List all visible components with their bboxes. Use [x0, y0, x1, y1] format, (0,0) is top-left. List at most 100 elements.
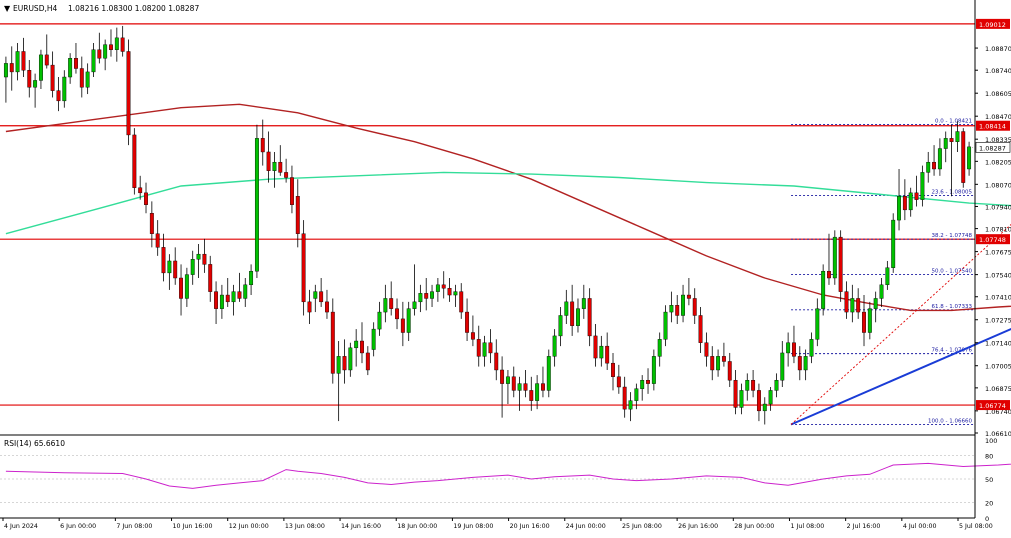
bear-candle [400, 318, 405, 333]
bear-candle [465, 311, 470, 333]
bull-candle [546, 356, 551, 391]
bull-candle [768, 390, 773, 405]
bear-candle [214, 291, 219, 309]
bear-candle [173, 260, 178, 279]
bear-candle [307, 301, 312, 313]
bear-candle [488, 342, 493, 354]
bear-candle [365, 352, 370, 371]
level-tag [976, 18, 1010, 29]
bull-candle [739, 390, 744, 408]
bear-candle [389, 298, 394, 309]
bear-candle [155, 233, 160, 248]
level-tag [976, 120, 1010, 131]
bull-candle [418, 293, 423, 303]
bull-candle [249, 270, 254, 286]
bear-candle [902, 196, 907, 211]
bull-candle [219, 294, 224, 309]
bull-candle [254, 138, 259, 272]
bull-candle [114, 37, 119, 50]
bull-candle [243, 284, 248, 299]
bull-candle [803, 356, 808, 371]
bull-candle [505, 376, 510, 384]
bull-candle [926, 161, 931, 173]
bull-candle [780, 352, 785, 381]
bull-candle [774, 379, 779, 391]
bear-candle [424, 293, 429, 299]
time-tick-label: 5 Jul 08:00 [959, 523, 993, 530]
support-trendline [790, 327, 1011, 426]
bull-candle [628, 400, 633, 410]
bear-candle [27, 70, 32, 88]
bull-candle [558, 315, 563, 337]
bull-candle [412, 301, 417, 309]
bear-candle [692, 298, 697, 316]
bear-candle [266, 151, 271, 171]
time-tick-label: 6 Jun 00:00 [60, 523, 96, 530]
level-tag-label: 1.08414 [979, 123, 1006, 131]
bear-candle [161, 247, 166, 274]
candles [3, 25, 972, 425]
bear-candle [756, 390, 761, 412]
rsi-line [5, 462, 1011, 489]
bear-candle [395, 308, 399, 320]
bull-candle [564, 301, 569, 316]
bear-candle [149, 213, 154, 234]
bear-candle [587, 298, 592, 337]
bear-candle [733, 379, 738, 408]
bear-candle [325, 301, 329, 313]
bear-candle [109, 44, 113, 50]
bear-candle [441, 284, 446, 289]
bull-candle [91, 49, 96, 73]
price-tick-label: 1.08335 [985, 136, 1011, 144]
fib-level-label: 0.0 - 1.08421 [935, 119, 972, 125]
bear-candle [727, 361, 732, 381]
bull-candle [190, 259, 195, 275]
time-tick-label: 4 Jul 00:00 [903, 523, 937, 530]
bear-candle [827, 270, 831, 279]
bull-candle [517, 383, 522, 391]
bull-candle [651, 356, 656, 384]
bull-candle [383, 298, 388, 313]
bear-candle [710, 356, 715, 371]
bear-candle [208, 264, 213, 292]
level-tag-label: 1.07748 [979, 236, 1006, 244]
bull-candle [371, 328, 376, 350]
bear-candle [797, 356, 802, 371]
bear-candle [295, 196, 300, 234]
fib-level-label: 23.6 - 1.08005 [932, 189, 973, 195]
bear-candle [120, 37, 125, 52]
bull-candle [716, 356, 721, 371]
bear-candle [844, 291, 849, 313]
bull-candle [453, 291, 458, 296]
level-tag-label: 1.06774 [979, 402, 1006, 410]
bull-candle [354, 340, 359, 349]
rsi-tick-label: 80 [985, 453, 993, 461]
bull-candle [943, 138, 948, 149]
bull-candle [103, 44, 108, 59]
last-price-tag [975, 142, 1011, 153]
bear-candle [605, 345, 610, 364]
bear-candle [9, 63, 14, 73]
price-tick-label: 1.07410 [985, 294, 1011, 302]
bear-candle [704, 342, 709, 357]
rsi-tick-label: 50 [985, 476, 993, 484]
bull-candle [640, 379, 645, 389]
bull-candle [867, 308, 872, 333]
bull-candle [879, 284, 884, 299]
trendlines [790, 223, 1011, 426]
bull-candle [599, 345, 604, 359]
bear-candle [179, 277, 183, 299]
bear-candle [284, 172, 289, 178]
bull-candle [681, 294, 686, 316]
bear-candle [225, 294, 230, 303]
bear-candle [470, 332, 475, 340]
price-tick-label: 1.07940 [985, 203, 1011, 211]
bull-candle [967, 146, 972, 170]
last-price-label: 1.08287 [979, 144, 1006, 152]
time-tick-label: 12 Jun 00:00 [229, 523, 269, 530]
bear-candle [476, 339, 481, 357]
bull-candle [581, 298, 586, 309]
moving-averages [5, 103, 1011, 312]
